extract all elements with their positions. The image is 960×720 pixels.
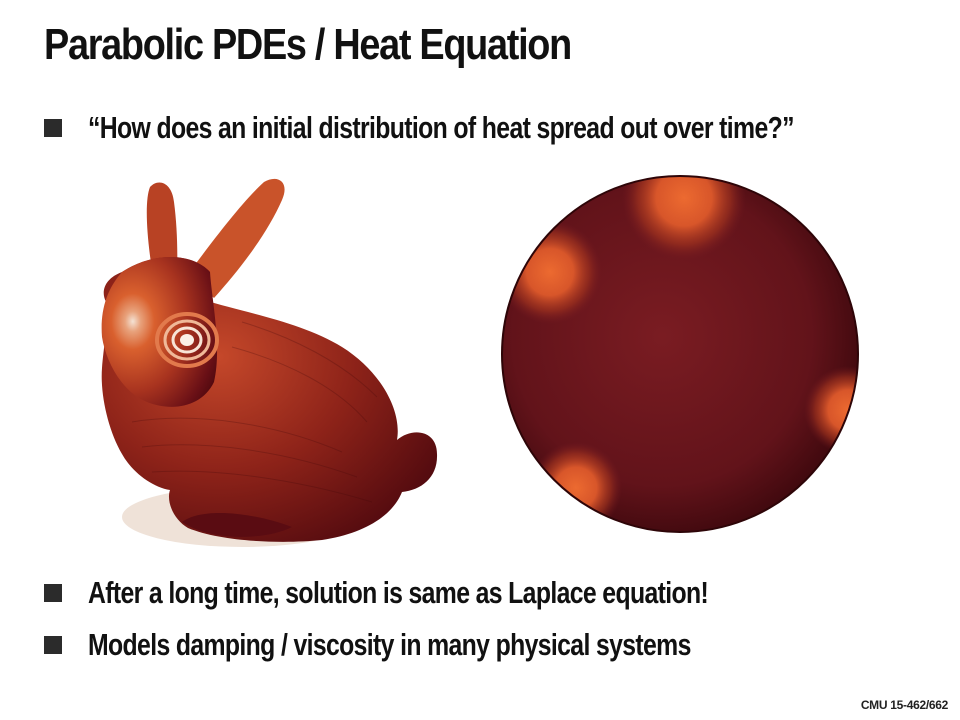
bullet-square-icon xyxy=(44,636,62,654)
bullet-question: “How does an initial distribution of hea… xyxy=(44,110,960,146)
bunny-heat-source xyxy=(155,312,219,368)
bunny-contours xyxy=(131,321,378,503)
bunny-ear-front xyxy=(188,178,285,298)
bullet-text: Models damping / viscosity in many physi… xyxy=(88,627,691,662)
bullet-laplace: After a long time, solution is same as L… xyxy=(44,575,863,611)
bunny-heat-image xyxy=(101,178,438,547)
bunny-foot xyxy=(182,512,292,537)
course-footer: CMU 15-462/662 xyxy=(860,698,948,712)
bullet-square-icon xyxy=(44,584,62,602)
slide-title: Parabolic PDEs / Heat Equation xyxy=(44,20,572,69)
bullet-damping: Models damping / viscosity in many physi… xyxy=(44,627,841,663)
sphere-heat-image xyxy=(501,175,859,533)
bullet-text: “How does an initial distribution of hea… xyxy=(88,110,795,145)
bullet-square-icon xyxy=(44,119,62,137)
bullet-text: After a long time, solution is same as L… xyxy=(88,575,709,610)
